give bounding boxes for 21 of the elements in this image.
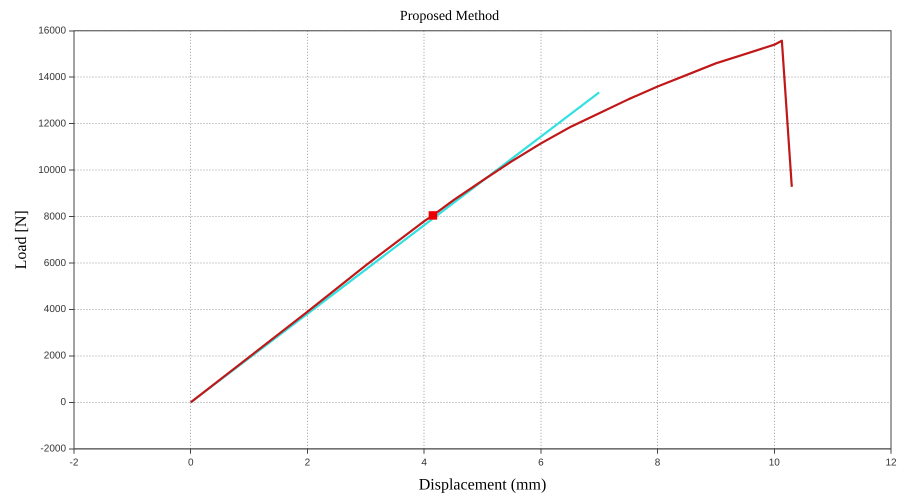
y-tick-label: 2000 (44, 350, 66, 362)
x-tick-label: -2 (70, 458, 79, 469)
y-tick-label: 6000 (44, 258, 66, 269)
x-tick-label: 8 (654, 458, 661, 469)
y-tick-label: -2000 (40, 444, 66, 455)
chart-title: Proposed Method (400, 9, 500, 24)
x-tick-label: 2 (304, 458, 311, 469)
y-axis-title: Load [N] (12, 210, 30, 270)
y-tick-label: 10000 (38, 164, 66, 176)
y-tick-label: 14000 (38, 72, 66, 83)
y-tick-label: 12000 (38, 118, 66, 130)
y-tick-label: 16000 (38, 26, 66, 37)
x-tick-label: 6 (538, 458, 544, 469)
x-tick-label: 4 (421, 458, 428, 469)
y-tick-label: 8000 (44, 211, 66, 222)
y-tick-label: 0 (60, 397, 66, 408)
x-tick-label: 10 (768, 458, 780, 469)
x-tick-label: 0 (188, 458, 194, 469)
x-axis-title: Displacement (mm) (418, 476, 546, 494)
y-tick-label: 4000 (44, 304, 66, 316)
x-tick-label: 12 (885, 458, 897, 469)
